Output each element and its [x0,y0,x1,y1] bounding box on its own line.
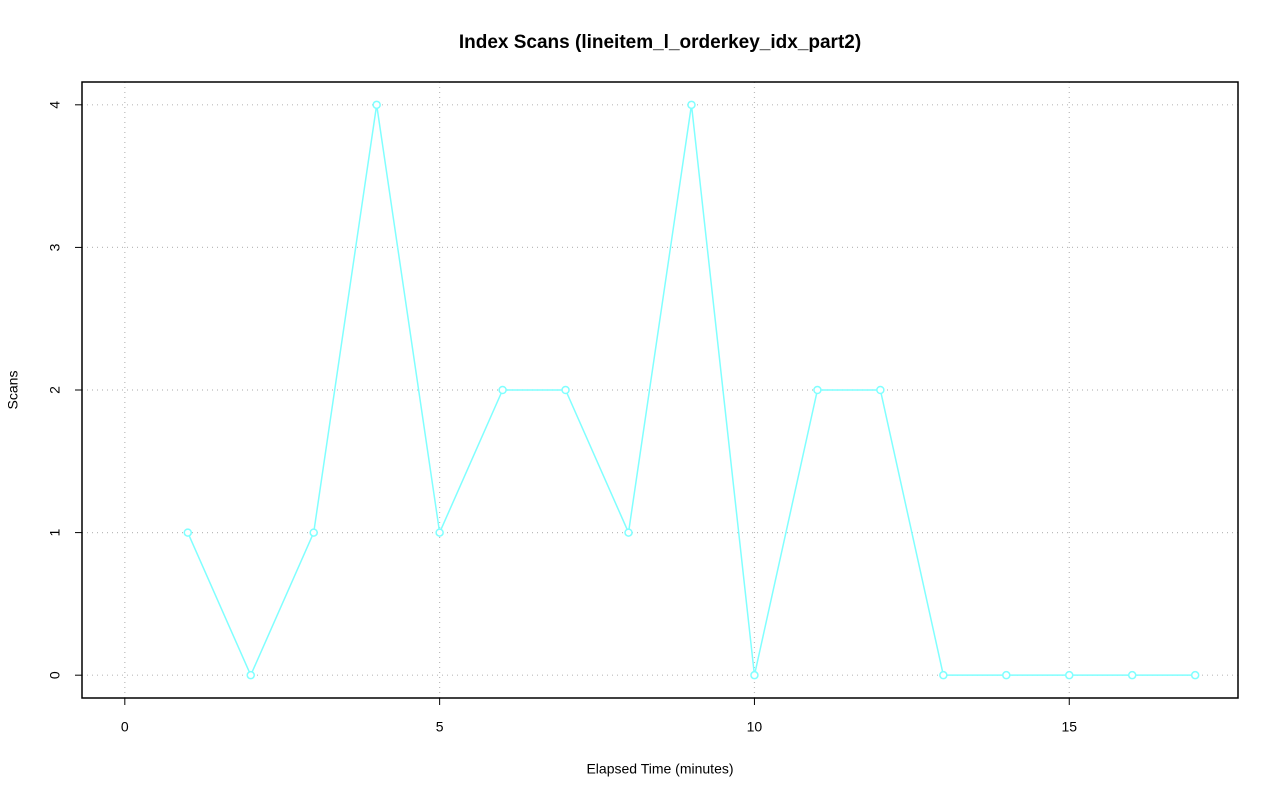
data-point [498,385,507,395]
data-point [687,100,696,110]
y-tick-label: 2 [47,386,63,394]
data-point [372,100,381,110]
x-tick-label: 5 [436,719,444,735]
y-tick-label: 3 [47,243,63,251]
plot-frame [81,81,1239,699]
data-point [309,528,318,537]
data-point [1190,670,1200,680]
data-point [750,670,759,680]
chart-title: Index Scans (lineitem_l_orderkey_idx_par… [459,32,861,53]
data-point [183,528,193,537]
x-axis-label: Elapsed Time (minutes) [586,761,733,777]
x-tick-label: 15 [1061,719,1077,735]
data-point [435,528,444,537]
data-point [561,385,570,395]
data-point [1002,670,1011,680]
data-point [246,670,255,680]
data-point [813,385,822,395]
y-axis-label: Scans [5,371,21,410]
data-point [1065,670,1074,680]
x-tick-label: 0 [121,719,129,735]
x-tick-label: 10 [747,719,763,735]
data-point [624,528,633,537]
data-point [876,385,885,395]
data-point [1127,670,1137,680]
y-tick-label: 0 [47,671,63,679]
y-tick-label: 4 [47,101,63,109]
data-point [939,670,948,680]
y-tick-label: 1 [47,528,63,536]
plot-area: 0 5 10 15 0 1 2 3 4 [47,82,1238,735]
